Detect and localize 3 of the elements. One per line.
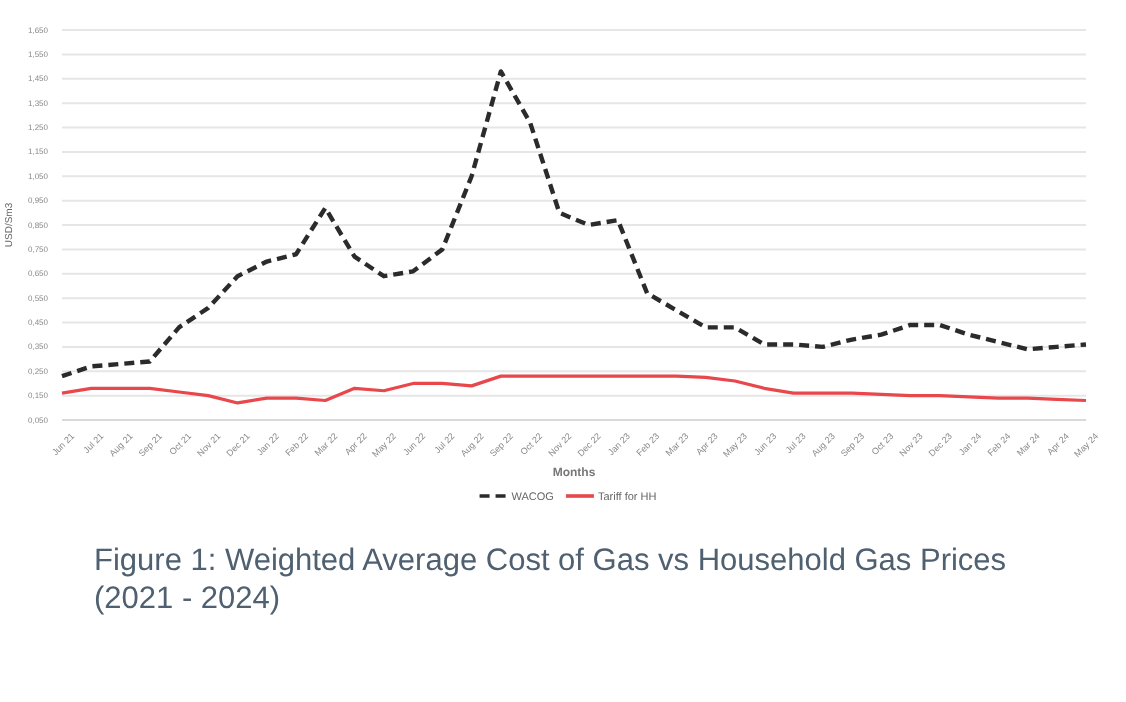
line-series	[59, 69, 1089, 379]
line-series	[60, 374, 1088, 405]
text: Figure 1: Weighted Average Cost of Gas vs Household Gas Prices (2021 - 2024)	[94, 544, 1007, 616]
